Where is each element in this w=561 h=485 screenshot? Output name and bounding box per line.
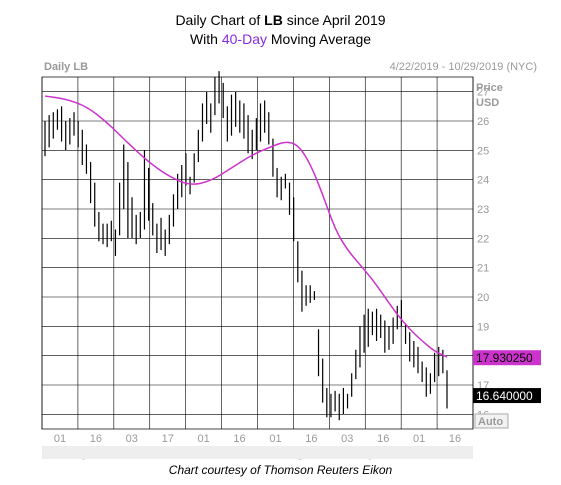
x-day-label: 16 xyxy=(449,433,461,445)
subtitle-accent: 40-Day xyxy=(221,31,267,47)
x-day-label: 01 xyxy=(269,433,281,445)
y-tick-label: 25 xyxy=(477,145,489,157)
auto-scale-button[interactable] xyxy=(474,413,509,429)
x-day-label: 03 xyxy=(341,433,353,445)
axis-title-price: Price xyxy=(476,82,503,94)
y-tick-label: 26 xyxy=(477,116,489,128)
header-right: 4/22/2019 - 10/29/2019 (NYC) xyxy=(390,61,537,73)
x-day-label: 01 xyxy=(198,433,210,445)
header-left: Daily LB xyxy=(44,61,88,73)
title-prefix: Daily Chart of xyxy=(175,12,265,28)
y-tick-label: 27 xyxy=(477,87,489,99)
chart-credit: Chart courtesy of Thomson Reuters Eikon xyxy=(168,463,393,477)
y-tick-label: 24 xyxy=(477,175,489,187)
x-day-label: 01 xyxy=(413,433,425,445)
x-day-label: 16 xyxy=(377,433,389,445)
y-tick-label: 23 xyxy=(477,204,489,216)
x-day-label: 01 xyxy=(54,433,66,445)
month-strip xyxy=(42,446,473,459)
x-day-label: 16 xyxy=(90,433,102,445)
x-day-label: 16 xyxy=(305,433,317,445)
last-price-box xyxy=(473,388,541,404)
subtitle-post: Moving Average xyxy=(267,31,372,47)
last-price-label: 16.640000 xyxy=(476,389,533,403)
x-day-label: 03 xyxy=(126,433,138,445)
title-ticker: LB xyxy=(264,12,283,28)
chart-subtitle: With 40-Day Moving Average xyxy=(0,31,561,47)
chart-title: Daily Chart of LB since April 2019 xyxy=(0,12,561,28)
y-tick-label: 22 xyxy=(477,233,489,245)
price-bars xyxy=(44,71,448,421)
auto-scale-label: Auto xyxy=(478,416,503,428)
x-day-label: 16 xyxy=(233,433,245,445)
ma-value-label: 17.930250 xyxy=(476,351,533,365)
ma-value-box xyxy=(473,350,541,366)
y-tick-labels: 161718192021222324252627 xyxy=(477,87,489,422)
y-tick-label: 19 xyxy=(477,321,489,333)
grid-lines xyxy=(41,77,474,429)
y-tick-label: 20 xyxy=(477,292,489,304)
moving-average-line xyxy=(44,95,448,358)
y-tick-label: 21 xyxy=(477,263,489,275)
x-day-label: 17 xyxy=(162,433,174,445)
axis-title-usd: USD xyxy=(476,97,499,109)
title-suffix: since April 2019 xyxy=(282,12,386,28)
subtitle-pre: With xyxy=(189,31,222,47)
